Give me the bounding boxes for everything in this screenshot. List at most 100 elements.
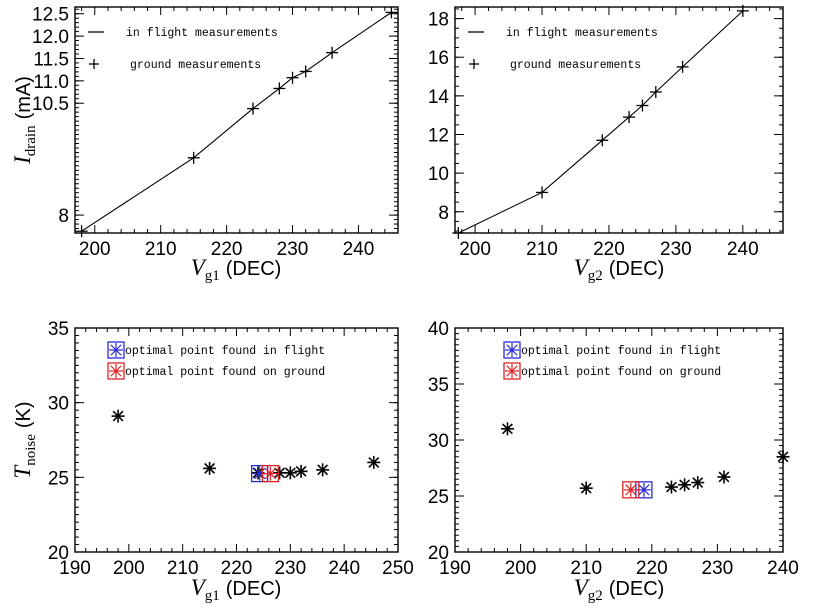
x-axis-title-main: V <box>191 255 208 280</box>
y-tick-label: 18 <box>428 10 449 31</box>
x-tick-label: 220 <box>211 239 243 260</box>
data-point-asterisk <box>717 470 731 484</box>
data-point-asterisk-d <box>317 464 329 476</box>
y-tick-label: 12.5 <box>32 5 69 26</box>
x-tick-label: 250 <box>382 558 414 579</box>
x-tick-label: 210 <box>167 558 199 579</box>
data-point-plus <box>273 82 286 95</box>
optimal-point-marker <box>261 464 280 483</box>
x-tick-label: 240 <box>328 558 360 579</box>
y-axis-title-main: T <box>10 464 35 479</box>
legend-box-swatch-star-d <box>110 365 122 377</box>
data-point-plus <box>649 85 662 98</box>
data-point-asterisk <box>203 461 217 475</box>
y-tick-label: 35 <box>428 375 449 396</box>
y-tick-label: 10 <box>428 164 449 185</box>
y-tick-label: 11.5 <box>33 49 69 70</box>
x-tick-label: 210 <box>526 239 558 260</box>
data-point-plus <box>536 186 549 199</box>
x-axis-title-main: V <box>574 575 591 600</box>
data-point-asterisk <box>678 478 692 492</box>
legend-box-swatch <box>503 362 521 380</box>
optimal-point-marker <box>622 481 640 499</box>
data-point-asterisk-d <box>692 477 704 489</box>
data-point-asterisk <box>776 450 790 464</box>
legend-box-swatch <box>503 341 521 359</box>
data-point-asterisk-d <box>666 481 677 493</box>
y-tick-label: 35 <box>48 319 69 340</box>
y-tick-label: 10.5 <box>32 94 69 115</box>
chart-panel-2: 200 210 220 230 240 8 10 12 14 16 18 in flight meas… <box>428 4 784 284</box>
legend-box-swatch-star-d <box>506 344 518 356</box>
data-point-plus <box>596 134 609 147</box>
y-tick-label: 8 <box>438 203 449 224</box>
x-axis-title: Vg2 (DEC) <box>574 575 665 604</box>
x-tick-label: 240 <box>343 239 375 260</box>
y-tick-label: 30 <box>428 431 449 452</box>
y-tick-label: 30 <box>48 394 69 415</box>
data-point-plus <box>676 60 689 73</box>
legend-box-swatch-star-d <box>506 365 518 377</box>
data-point-plus <box>452 227 465 239</box>
x-axis-title-sub: g2 <box>588 588 603 604</box>
x-tick-label: 220 <box>593 239 625 260</box>
data-point-asterisk-d <box>284 467 296 479</box>
y-tick-label: 20 <box>48 543 69 564</box>
x-tick-label: 240 <box>767 558 799 579</box>
x-axis-title: Vg1 (DEC) <box>191 255 282 284</box>
y-tick-label: 20 <box>428 543 449 564</box>
data-point-asterisk <box>111 409 125 423</box>
data-point-asterisk <box>283 466 297 480</box>
legend-box-swatch-box <box>503 362 521 380</box>
y-axis-title: Idrain (mA) <box>10 76 39 165</box>
plot-frame <box>74 6 399 234</box>
data-point-plus <box>246 102 259 115</box>
y-tick-label: 12 <box>428 125 449 146</box>
data-point-plus <box>75 225 88 238</box>
legend-label: optimal point found in flight <box>521 345 721 358</box>
x-axis-title: Vg2 (DEC) <box>574 255 665 284</box>
optimal-point-marker-box <box>261 464 280 483</box>
legend-box-swatch-star <box>109 343 123 357</box>
x-tick-label: 220 <box>221 558 253 579</box>
chart-panel-3: 190 200 210 220 230 240 250 20 25 30 35 optimal poi… <box>10 319 414 604</box>
plot-frame <box>74 327 399 553</box>
legend: optimal point found in flight optimal poi… <box>107 341 325 380</box>
data-point-asterisk-d <box>502 423 513 435</box>
data-point-asterisk <box>579 481 593 495</box>
plot-frame <box>454 327 784 553</box>
legend: in flight measurements ground measurement… <box>468 27 658 72</box>
legend-box-swatch-star-d <box>110 344 122 356</box>
y-tick-label: 8 <box>58 206 69 227</box>
y-tick-label: 12.0 <box>32 27 69 48</box>
optimal-point-marker-star-d <box>253 467 266 480</box>
legend-label: ground measurements <box>130 59 261 72</box>
legend: optimal point found in flight optimal poi… <box>503 341 721 380</box>
data-point-asterisk-d <box>204 462 216 474</box>
data-point-asterisk <box>294 464 308 478</box>
y-tick-label: 14 <box>428 87 450 108</box>
y-axis-title: Tnoise (K) <box>10 401 39 478</box>
data-point-asterisk <box>691 476 705 490</box>
x-axis-title: Vg1 (DEC) <box>191 575 282 604</box>
optimal-point-marker-star <box>623 482 638 497</box>
data-point-plus <box>385 6 398 19</box>
data-point-plus <box>636 99 649 112</box>
data-point-asterisk <box>500 422 514 436</box>
data-point-asterisk-d <box>679 479 691 491</box>
plot-frame <box>454 6 784 234</box>
x-axis-title-sub: g1 <box>205 268 220 284</box>
optimal-point-marker-box <box>622 481 640 499</box>
x-axis-title-unit: (DEC) <box>609 578 665 600</box>
chart-panel-4: 190 200 210 220 230 240 20 25 30 35 40 optimal poin… <box>428 319 799 604</box>
y-axis-title-unit: (mA) <box>13 76 35 119</box>
legend-label: ground measurements <box>510 59 641 72</box>
x-axis-title-unit: (DEC) <box>609 258 665 280</box>
data-point-asterisk <box>664 480 678 494</box>
data-point-asterisk-d <box>112 410 124 422</box>
legend-box-swatch-box <box>503 341 521 359</box>
optimal-point-marker-star <box>263 466 278 481</box>
legend-box-swatch-box <box>107 341 125 359</box>
legend-plus-swatch <box>89 59 99 69</box>
x-tick-label: 200 <box>79 239 111 260</box>
